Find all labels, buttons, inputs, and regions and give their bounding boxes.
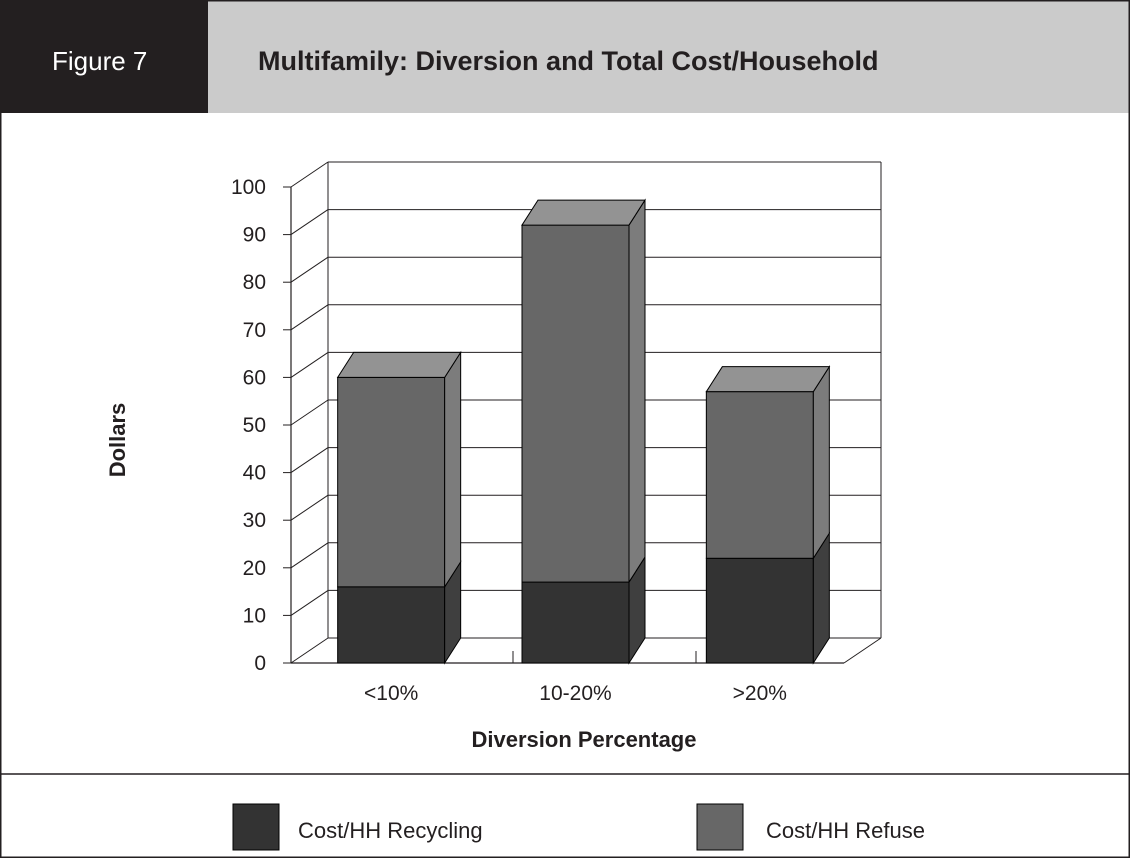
bar-top	[705, 366, 831, 393]
bar-recycling	[337, 586, 446, 664]
bar-top	[336, 351, 462, 378]
y-axis-title: Dollars	[105, 403, 130, 478]
gridline-wall	[290, 589, 329, 616]
gridline-wall	[290, 447, 329, 474]
bar-refuse-side	[628, 198, 646, 584]
x-tick-labels: <10% 10-20% >20%	[364, 682, 787, 705]
gridline-wall	[290, 637, 329, 664]
y-tick-label: 20	[243, 557, 266, 580]
x-tick-label: <10%	[364, 682, 418, 705]
legend-swatch	[696, 803, 744, 851]
y-tick-label: 60	[243, 366, 266, 389]
bars	[336, 198, 831, 665]
legend-swatch	[232, 803, 280, 851]
gridline-wall	[290, 494, 329, 521]
bar-top	[521, 199, 646, 226]
gridline-wall	[290, 304, 329, 331]
title-box	[208, 0, 1130, 113]
x-tick-label: >20%	[733, 682, 787, 705]
y-tick-label: 0	[254, 652, 266, 675]
y-tick-label: 30	[243, 509, 266, 532]
bar-refuse-side	[444, 350, 462, 589]
bar-refuse	[521, 224, 630, 583]
bar-recycling	[705, 557, 814, 664]
bar-refuse	[705, 391, 814, 559]
floor-right-edge	[843, 637, 882, 664]
gridline-wall	[290, 399, 329, 426]
y-tick-labels: 0 10 20 30 40 50 60 70 80 90 100	[231, 176, 266, 675]
y-tick-label: 90	[243, 224, 266, 247]
gridline-wall	[290, 161, 329, 188]
gridline-wall	[290, 256, 329, 283]
y-tick-label: 40	[243, 462, 266, 485]
legend: Cost/HH Recycling Cost/HH Refuse	[232, 803, 925, 851]
bar-refuse	[337, 376, 446, 588]
bar-recycling	[521, 581, 630, 664]
x-axis-title: Diversion Percentage	[472, 727, 697, 752]
gridline-wall	[290, 542, 329, 569]
y-tick-label: 50	[243, 414, 266, 437]
y-tick-label: 100	[231, 176, 266, 199]
legend-label: Cost/HH Recycling	[298, 818, 483, 843]
legend-label: Cost/HH Refuse	[766, 818, 925, 843]
x-tick-label: 10-20%	[539, 682, 611, 705]
y-tick-label: 10	[243, 604, 266, 627]
gridline-wall	[290, 209, 329, 236]
figure-label-box: Figure 7	[0, 0, 208, 113]
y-tick-label: 70	[243, 319, 266, 342]
gridline-wall	[290, 351, 329, 378]
bar-refuse-side	[812, 364, 830, 560]
chart-title: Multifamily: Diversion and Total Cost/Ho…	[258, 46, 879, 76]
figure-label: Figure 7	[52, 46, 148, 76]
y-tick-label: 80	[243, 271, 266, 294]
